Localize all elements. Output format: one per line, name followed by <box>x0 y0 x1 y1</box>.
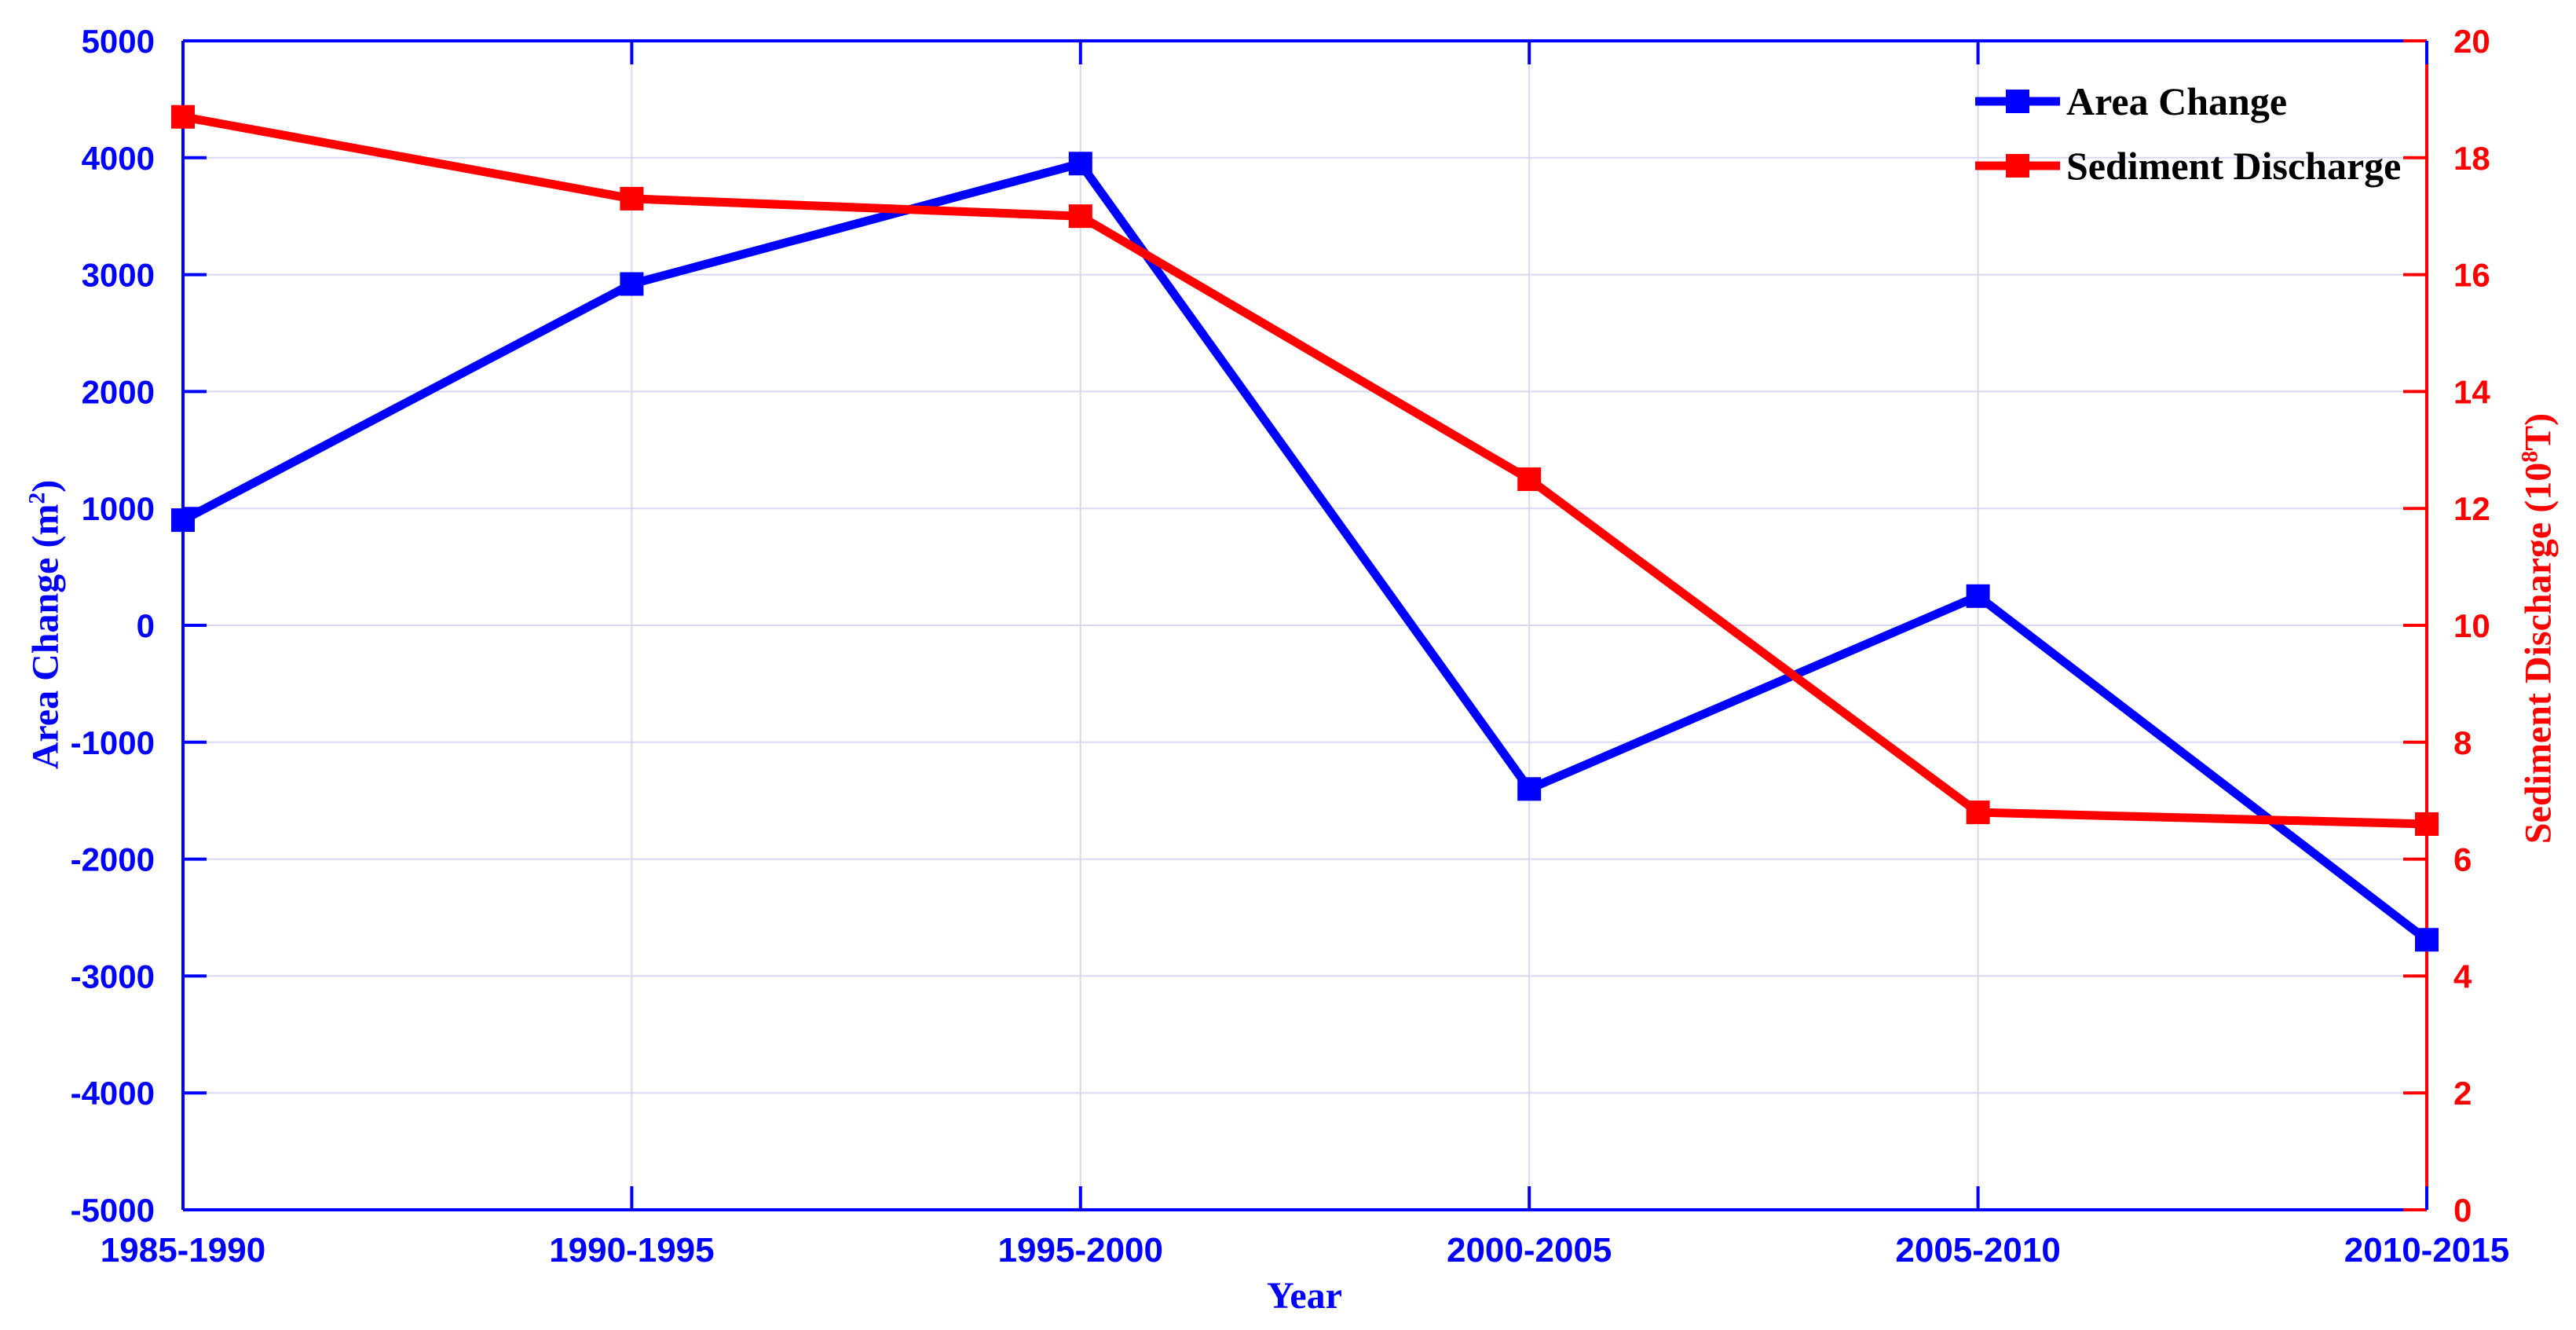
left-axis-title-text: Area Change (m <box>24 504 67 770</box>
right-axis-tick-label: 16 <box>2453 257 2490 294</box>
legend-item-sediment-discharge: Sediment Discharge <box>1974 134 2401 198</box>
left-axis-tick-label: 0 <box>137 607 155 644</box>
left-axis-title-superscript: 2 <box>24 492 50 504</box>
right-axis-title-text: Sediment Discharge (10 <box>2517 462 2560 845</box>
right-axis-tick-label: 14 <box>2453 373 2490 410</box>
series-line-1 <box>182 112 2428 829</box>
legend: Area Change Sediment Discharge <box>1974 69 2401 198</box>
left-axis-tick-label: 4000 <box>82 140 155 177</box>
left-axis-tick-label: -3000 <box>71 958 155 995</box>
right-axis-title: Sediment Discharge (108T) <box>2517 413 2560 844</box>
right-axis-tick-label: 4 <box>2453 958 2472 995</box>
data-point-marker-0 <box>171 508 195 533</box>
data-point-marker-1 <box>1966 801 1990 825</box>
x-axis-title: Year <box>1267 1275 1342 1317</box>
left-axis-tick-label: -5000 <box>71 1192 155 1229</box>
left-axis-tick-label: 1000 <box>82 490 155 527</box>
legend-line-sample-blue <box>1975 90 2060 113</box>
left-axis-tick-label: -2000 <box>71 841 155 878</box>
left-axis-tick-label: 2000 <box>82 373 155 410</box>
data-point-marker-0 <box>2415 928 2439 952</box>
x-axis-tick-label: 1995-2000 <box>998 1231 1163 1270</box>
left-axis-title-close: ) <box>24 479 67 493</box>
left-axis-tick-label: 5000 <box>82 23 155 60</box>
right-axis-tick-label: 20 <box>2453 23 2490 60</box>
data-point-marker-0 <box>1966 584 1990 608</box>
x-axis-tick-label: 2000-2005 <box>1447 1231 1612 1270</box>
right-axis-tick-label: 10 <box>2453 607 2490 644</box>
data-point-marker-1 <box>1517 467 1542 491</box>
data-point-marker-1 <box>1068 204 1092 229</box>
data-point-marker-0 <box>1068 152 1092 176</box>
right-axis-title-close: T) <box>2517 412 2560 451</box>
x-axis-tick-label: 1985-1990 <box>101 1231 265 1270</box>
left-axis-title: Area Change (m2) <box>24 480 68 770</box>
right-axis-tick-label: 12 <box>2453 490 2490 527</box>
data-point-marker-0 <box>620 272 644 296</box>
data-point-marker-0 <box>1517 777 1542 801</box>
left-axis-tick-label: -1000 <box>71 724 155 761</box>
right-axis-tick-label: 18 <box>2453 140 2490 177</box>
left-axis-tick-label: 3000 <box>82 257 155 294</box>
right-axis-tick-label: 6 <box>2453 841 2472 878</box>
legend-label-sediment-discharge: Sediment Discharge <box>2066 144 2402 188</box>
x-axis-tick-label: 1990-1995 <box>549 1231 714 1270</box>
right-axis-tick-label: 0 <box>2453 1192 2472 1229</box>
right-axis-tick-label: 2 <box>2453 1075 2472 1112</box>
left-axis-tick-label: -4000 <box>71 1075 155 1112</box>
data-point-marker-1 <box>620 186 644 211</box>
data-point-marker-1 <box>2415 812 2439 836</box>
right-axis-tick-label: 8 <box>2453 724 2472 761</box>
legend-item-area-change: Area Change <box>1974 69 2401 134</box>
x-axis-tick-label: 2005-2010 <box>1895 1231 2060 1270</box>
right-axis-title-superscript: 8 <box>2516 450 2543 463</box>
data-point-marker-1 <box>171 104 195 129</box>
legend-label-area-change: Area Change <box>2066 79 2288 123</box>
series-line-0 <box>181 159 2430 943</box>
legend-line-sample-red <box>1975 154 2060 178</box>
x-axis-tick-label: 2010-2015 <box>2344 1231 2509 1270</box>
